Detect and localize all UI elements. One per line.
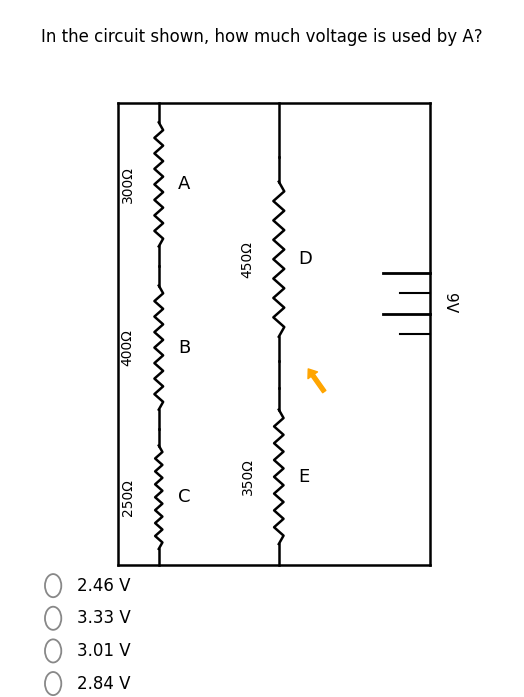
Text: B: B	[178, 339, 190, 357]
Text: 250Ω: 250Ω	[121, 479, 135, 516]
Text: 300Ω: 300Ω	[121, 166, 135, 203]
Text: D: D	[298, 250, 312, 268]
Text: C: C	[178, 488, 191, 506]
Text: In the circuit shown, how much voltage is used by A?: In the circuit shown, how much voltage i…	[41, 28, 483, 46]
Text: 2.46 V: 2.46 V	[77, 576, 130, 595]
Text: 350Ω: 350Ω	[241, 459, 255, 496]
Text: A: A	[178, 176, 190, 193]
Text: 9V: 9V	[442, 293, 457, 314]
Text: 2.84 V: 2.84 V	[77, 675, 130, 693]
Text: 400Ω: 400Ω	[121, 329, 135, 366]
Text: 3.33 V: 3.33 V	[77, 609, 131, 627]
Text: 450Ω: 450Ω	[241, 240, 255, 277]
Text: 3.01 V: 3.01 V	[77, 642, 131, 660]
Text: E: E	[298, 468, 309, 486]
